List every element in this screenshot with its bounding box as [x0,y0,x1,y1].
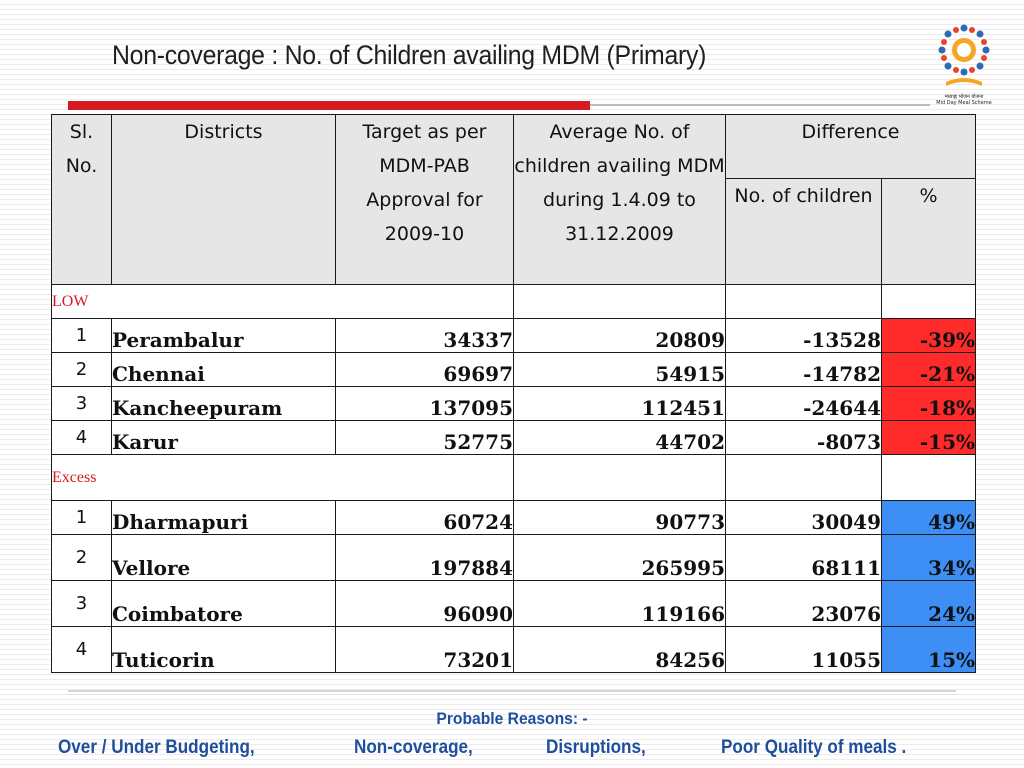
cell-district: Chennai [111,352,336,387]
header-difference: Difference [724,114,977,179]
reason-item: Disruptions, [546,737,646,758]
group-spacer [513,454,726,501]
cell-pct: -21% [880,352,977,387]
cell-sl: 2 [51,352,112,387]
cell-district: Perambalur [111,318,336,353]
table-row: 4 Karur 52775 44702 -8073 -15% [51,420,977,455]
cell-average: 112451 [513,386,726,421]
cell-target: 96090 [335,580,514,627]
cell-target: 197884 [335,534,514,581]
reason-item: Poor Quality of meals . [721,737,907,758]
cell-sl: 1 [51,500,112,535]
header-diff-pct: % [880,178,977,285]
cell-sl: 1 [51,318,112,353]
cell-sl: 3 [51,386,112,421]
title-accent-bar [68,101,590,110]
group-spacer [725,454,882,501]
table-row: 2 Chennai 69697 54915 -14782 -21% [51,352,977,387]
cell-district: Coimbatore [111,580,336,627]
cell-sl: 4 [51,420,112,455]
group-spacer [880,284,977,319]
cell-target: 73201 [335,626,514,673]
cell-diff: -24644 [725,386,882,421]
cell-average: 84256 [513,626,726,673]
table-row: 4 Tuticorin 73201 84256 11055 15% [51,626,977,673]
group-spacer [880,454,977,501]
header-districts: Districts [111,114,336,285]
page-title: Non-coverage : No. of Children availing … [112,40,707,70]
cell-district: Tuticorin [111,626,336,673]
footer-rule [68,690,956,692]
cell-pct: 24% [880,580,977,627]
cell-sl: 4 [51,626,112,673]
logo-caption: मध्याह्न भोजन योजना Mid Day Meal Scheme [928,94,1000,106]
cell-target: 69697 [335,352,514,387]
cell-diff: 23076 [725,580,882,627]
cell-diff: 11055 [725,626,882,673]
cell-pct: -15% [880,420,977,455]
group-label-low: LOW [51,284,514,319]
header-diff-children: No. of children [725,178,882,285]
footer-rule [68,694,956,695]
cell-district: Kancheepuram [111,386,336,421]
table-row: 1 Dharmapuri 60724 90773 30049 49% [51,500,977,535]
cell-pct: -39% [880,318,977,353]
cell-target: 60724 [335,500,514,535]
mid-day-meal-logo: मध्याह्न भोजन योजना Mid Day Meal Scheme [928,16,1000,106]
table-row: 3 Coimbatore 96090 119166 23076 24% [51,580,977,627]
header-target: Target as per MDM-PAB Approval for 2009-… [335,114,514,285]
cell-average: 20809 [513,318,726,353]
cell-diff: -14782 [725,352,882,387]
reason-item: Over / Under Budgeting, [58,737,255,758]
cell-average: 54915 [513,352,726,387]
cell-diff: -8073 [725,420,882,455]
cell-target: 34337 [335,318,514,353]
cell-pct: 34% [880,534,977,581]
cell-target: 137095 [335,386,514,421]
logo-caption-hindi: मध्याह्न भोजन योजना [944,94,984,100]
cell-average: 265995 [513,534,726,581]
cell-district: Karur [111,420,336,455]
cell-average: 90773 [513,500,726,535]
header-average: Average No. of children availing MDM dur… [513,114,726,285]
cell-district: Vellore [111,534,336,581]
cell-average: 119166 [513,580,726,627]
title-rule [590,104,930,106]
logo-caption-english: Mid Day Meal Scheme [936,100,992,106]
children-circle-icon [938,24,990,86]
table-row: 2 Vellore 197884 265995 68111 34% [51,534,977,581]
table-row: 1 Perambalur 34337 20809 -13528 -39% [51,318,977,353]
table-row: 3 Kancheepuram 137095 112451 -24644 -18% [51,386,977,421]
reason-item: Non-coverage, [354,737,473,758]
cell-sl: 2 [51,534,112,581]
cell-target: 52775 [335,420,514,455]
mdm-coverage-table: Sl. No. Districts Target as per MDM-PAB … [51,114,977,673]
group-spacer [513,284,726,319]
cell-pct: 49% [880,500,977,535]
cell-diff: 30049 [725,500,882,535]
cell-sl: 3 [51,580,112,627]
cell-pct: -18% [880,386,977,421]
reasons-heading: Probable Reasons: - [436,709,588,728]
cell-average: 44702 [513,420,726,455]
cell-diff: 68111 [725,534,882,581]
cell-district: Dharmapuri [111,500,336,535]
header-sl-no: Sl. No. [51,114,112,285]
group-label-excess: Excess [51,454,514,501]
group-spacer [725,284,882,319]
cell-diff: -13528 [725,318,882,353]
cell-pct: 15% [880,626,977,673]
